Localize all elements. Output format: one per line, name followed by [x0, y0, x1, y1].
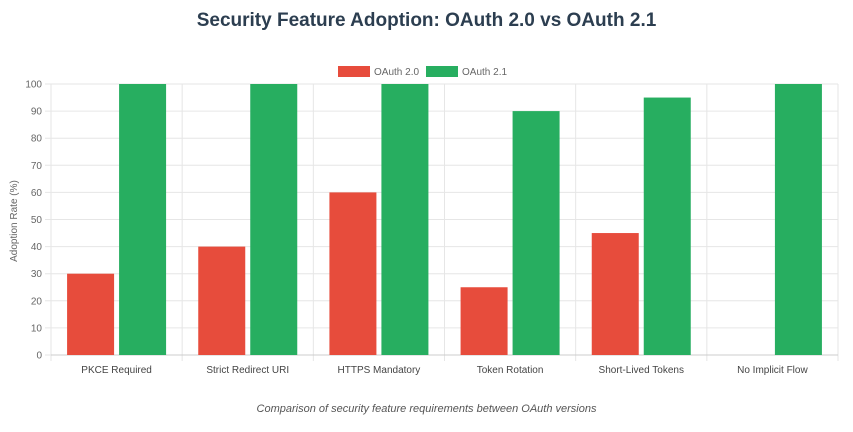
bar-oauth20[interactable]: [67, 273, 115, 355]
x-tick-label: No Implicit Flow: [737, 365, 808, 376]
bar-oauth21[interactable]: [250, 84, 298, 355]
y-tick-label: 20: [31, 296, 43, 307]
y-tick-label: 40: [31, 242, 43, 253]
y-tick-label: 90: [31, 107, 43, 118]
x-tick-label: PKCE Required: [81, 365, 152, 376]
x-tick-label: Short-Lived Tokens: [599, 365, 684, 376]
y-tick-label: 100: [25, 80, 42, 91]
legend-label: OAuth 2.1: [462, 67, 507, 78]
legend-item-oauth21[interactable]: OAuth 2.1: [426, 66, 507, 78]
bar-oauth21[interactable]: [119, 84, 167, 355]
legend-swatch: [338, 66, 370, 77]
legend[interactable]: OAuth 2.0 OAuth 2.1: [338, 66, 507, 78]
y-tick-label: 80: [31, 134, 43, 145]
y-axis-ticks: 0 10 20 30 40 50 60 70 80 90 100: [25, 80, 42, 362]
legend-item-oauth20[interactable]: OAuth 2.0: [338, 66, 419, 78]
legend-swatch: [426, 66, 458, 77]
x-tick-label: HTTPS Mandatory: [338, 365, 421, 376]
chart-caption: Comparison of security feature requireme…: [256, 403, 597, 415]
bar-oauth21[interactable]: [774, 84, 822, 355]
bar-oauth21[interactable]: [381, 84, 429, 355]
y-axis-label: Adoption Rate (%): [9, 180, 20, 262]
x-tick-label: Strict Redirect URI: [206, 365, 289, 376]
bar-oauth20[interactable]: [329, 192, 377, 355]
y-tick-label: 30: [31, 269, 43, 280]
bars: [67, 84, 822, 356]
bar-oauth21[interactable]: [643, 97, 691, 356]
y-tick-label: 50: [31, 215, 43, 226]
y-tick-label: 0: [36, 351, 42, 362]
grid-lines: [45, 83, 839, 361]
chart-title: Security Feature Adoption: OAuth 2.0 vs …: [196, 10, 657, 31]
bar-oauth20[interactable]: [460, 287, 508, 355]
bar-oauth20[interactable]: [198, 246, 246, 355]
x-tick-label: Token Rotation: [477, 365, 544, 376]
bar-oauth21[interactable]: [512, 111, 560, 355]
x-axis-ticks: PKCE Required Strict Redirect URI HTTPS Ma…: [81, 365, 808, 376]
y-tick-label: 60: [31, 188, 43, 199]
bar-oauth20[interactable]: [591, 233, 639, 355]
y-tick-label: 70: [31, 161, 43, 172]
legend-label: OAuth 2.0: [374, 67, 419, 78]
y-tick-label: 10: [31, 323, 43, 334]
